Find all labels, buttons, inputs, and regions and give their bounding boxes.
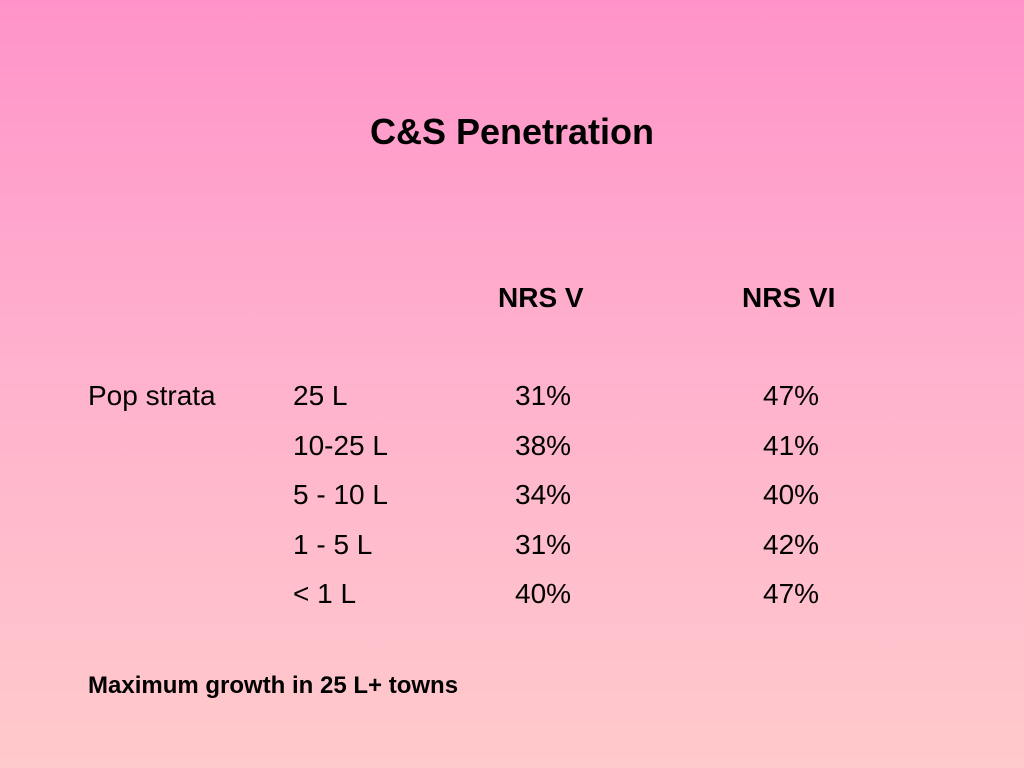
stratum-cell: 1 - 5 L [293,528,373,560]
stratum-cell: 5 - 10 L [293,479,388,510]
nrs-v-value: 38% [515,429,572,461]
nrs-v-value: 40% [515,578,572,609]
stratum-cell: 25 L [293,380,348,411]
nrs-vi-value: 47% [763,578,820,609]
stratum-cell: 10-25 L [293,429,388,461]
slide-title: C&S Penetration [369,111,655,152]
column-header-nrs-v: NRS V [498,282,584,313]
nrs-v-value: 31% [515,380,572,411]
table-row: 10-25 L 38% 41% [0,426,1024,476]
table-row: 25 L 31% 47% [0,376,1024,426]
nrs-v-value: 34% [515,479,572,510]
nrs-vi-value: 41% [763,429,820,461]
nrs-vi-value: 40% [763,479,820,510]
nrs-v-value: 31% [515,528,572,560]
table-row: 1 - 5 L 31% 42% [0,525,1024,575]
nrs-vi-value: 47% [763,380,820,411]
table-row: < 1 L 40% 47% [0,574,1024,624]
row-group-label: Pop strata [88,380,216,411]
penetration-table: 25 L 31% 47% 10-25 L 38% 41% 5 - 10 L 34… [0,376,1024,624]
footnote: Maximum growth in 25 L+ towns [88,672,459,699]
nrs-vi-value: 42% [763,528,820,560]
column-header-nrs-vi: NRS VI [742,282,836,313]
stratum-cell: < 1 L [293,578,357,609]
table-row: 5 - 10 L 34% 40% [0,475,1024,525]
